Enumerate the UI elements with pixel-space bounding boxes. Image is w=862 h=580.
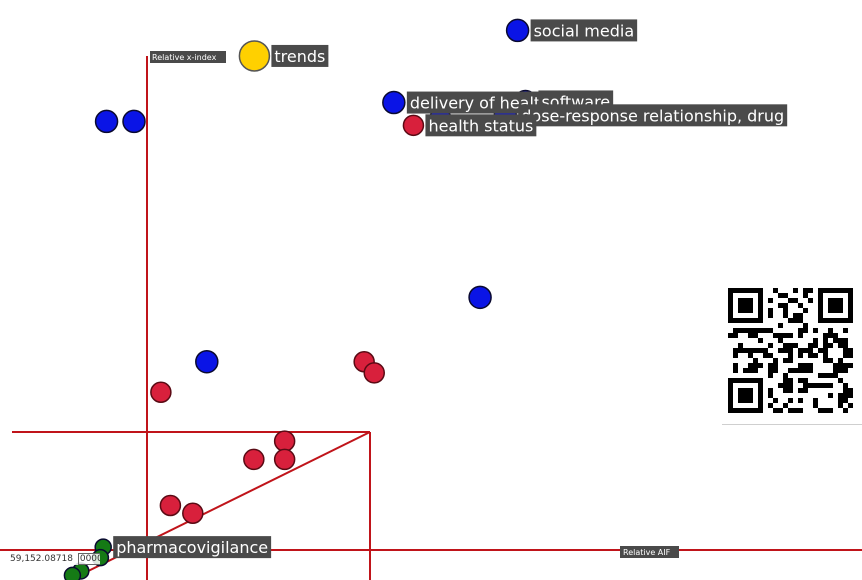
vertical-axis-label: Relative x-index — [150, 51, 226, 63]
data-point-13[interactable] — [150, 381, 172, 404]
point-label-4: dose-response relationship, drug — [518, 104, 788, 127]
data-point-2[interactable] — [382, 90, 406, 115]
point-label-text-1: trends — [274, 47, 325, 66]
point-label-text-19: pharmacovigilance — [116, 538, 268, 557]
data-point-12[interactable] — [363, 362, 385, 384]
data-point-14[interactable] — [273, 430, 296, 452]
point-label-6: health status — [425, 114, 537, 137]
data-point-6[interactable] — [402, 114, 425, 137]
data-point-8[interactable] — [122, 109, 146, 134]
data-point-22[interactable] — [63, 566, 82, 580]
data-point-17[interactable] — [159, 494, 182, 517]
data-point-1[interactable] — [238, 40, 271, 72]
point-label-text-4: dose-response relationship, drug — [521, 106, 784, 125]
coordinate-readout-text: 59,152.08718 — [10, 554, 73, 564]
point-label-text-6: health status — [428, 116, 533, 135]
point-label-19: pharmacovigilance — [113, 536, 272, 559]
horizontal-axis-label: Relative AIF — [620, 546, 679, 558]
qr-code — [722, 282, 862, 425]
point-label-text-0: social media — [534, 21, 635, 40]
data-point-7[interactable] — [94, 109, 119, 134]
point-label-0: social media — [530, 19, 638, 42]
coordinate-readout: 59,152.08718 0000 — [10, 553, 100, 565]
data-point-18[interactable] — [182, 502, 204, 525]
qr-code-icon — [728, 288, 853, 413]
point-label-1: trends — [271, 44, 329, 67]
coordinate-box: 0000 — [77, 553, 100, 565]
data-point-16[interactable] — [243, 448, 265, 471]
data-point-0[interactable] — [505, 18, 530, 43]
data-point-10[interactable] — [195, 349, 219, 374]
data-point-9[interactable] — [468, 285, 492, 310]
data-point-15[interactable] — [273, 448, 296, 471]
vertical-axis-label-text: Relative x-index — [152, 53, 217, 62]
horizontal-axis-label-text: Relative AIF — [623, 548, 671, 557]
